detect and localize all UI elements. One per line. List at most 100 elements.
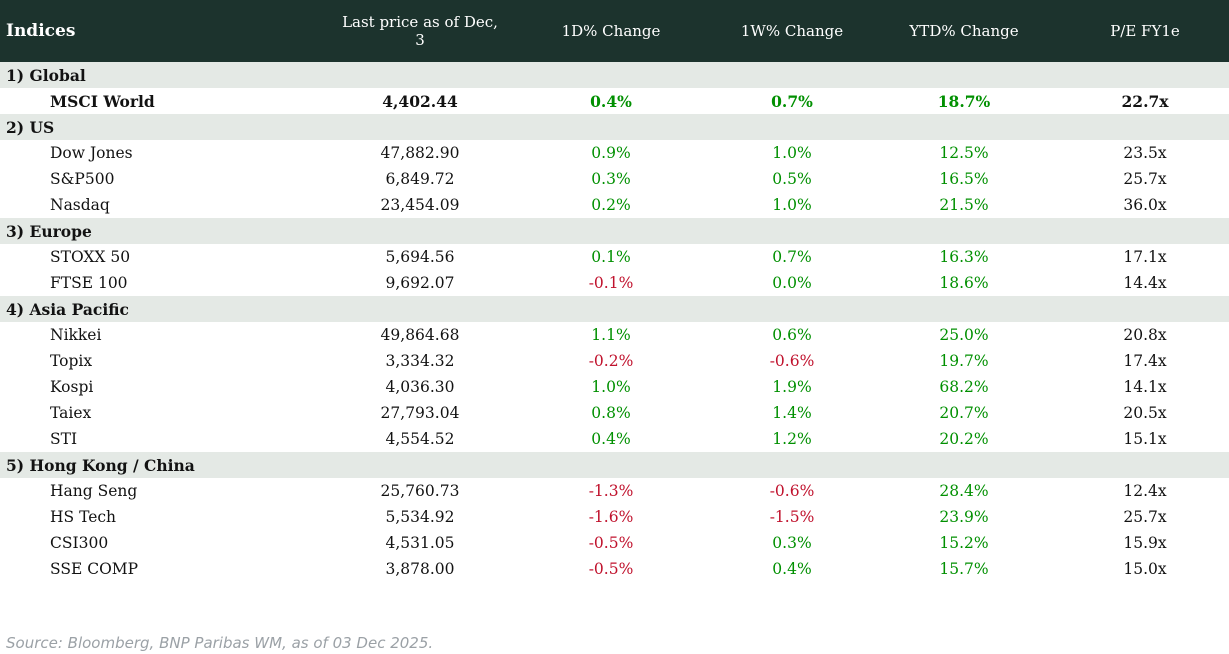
index-name: Topix <box>50 352 93 370</box>
table-row: Dow Jones 47,882.90 0.9% 1.0% 12.5% 23.5… <box>0 140 1229 166</box>
change-1d: 0.4% <box>591 430 631 448</box>
last-price: 3,878.00 <box>385 560 455 578</box>
pe-fy1e: 15.9x <box>1123 534 1167 552</box>
change-1d: 0.9% <box>591 144 631 162</box>
change-ytd: 23.9% <box>939 508 989 526</box>
change-1w: 1.0% <box>772 144 812 162</box>
table-row: S&P500 6,849.72 0.3% 0.5% 16.5% 25.7x <box>0 166 1229 192</box>
index-name: S&P500 <box>50 170 115 188</box>
change-ytd: 15.7% <box>939 560 989 578</box>
last-price: 4,554.52 <box>385 430 455 448</box>
index-name: HS Tech <box>50 508 117 526</box>
col-1w-change: 1W% Change <box>740 22 844 40</box>
change-ytd: 16.3% <box>939 248 989 266</box>
last-price: 9,692.07 <box>385 274 455 292</box>
change-1w: 1.4% <box>772 404 812 422</box>
change-ytd: 68.2% <box>939 378 989 396</box>
table-row: Taiex 27,793.04 0.8% 1.4% 20.7% 20.5x <box>0 400 1229 426</box>
index-name: Hang Seng <box>50 482 138 500</box>
change-1d: -1.3% <box>588 482 634 500</box>
change-1d: -0.1% <box>588 274 634 292</box>
change-ytd: 20.7% <box>939 404 989 422</box>
section-label: 2) US <box>0 114 1229 140</box>
index-name: STOXX 50 <box>50 248 131 266</box>
pe-fy1e: 14.1x <box>1123 378 1167 396</box>
change-ytd: 18.6% <box>939 274 989 292</box>
change-ytd: 15.2% <box>939 534 989 552</box>
pe-fy1e: 22.7x <box>1121 91 1169 111</box>
section-label: 3) Europe <box>0 218 1229 244</box>
index-name: MSCI World <box>50 91 155 111</box>
change-ytd: 18.7% <box>937 91 991 111</box>
pe-fy1e: 14.4x <box>1123 274 1167 292</box>
last-price: 23,454.09 <box>380 196 460 214</box>
table-row: STI 4,554.52 0.4% 1.2% 20.2% 15.1x <box>0 426 1229 452</box>
col-pe-fy1e: P/E FY1e <box>1110 22 1180 40</box>
change-1w: 0.3% <box>772 534 812 552</box>
index-name: Nasdaq <box>50 196 110 214</box>
change-1w: -0.6% <box>769 482 815 500</box>
index-name: SSE COMP <box>50 560 139 578</box>
col-last-price: Last price as of Dec, 3 <box>342 13 498 49</box>
pe-fy1e: 25.7x <box>1123 170 1167 188</box>
change-1w: 0.6% <box>772 326 812 344</box>
table-title: Indices <box>6 21 76 41</box>
change-1d: -1.6% <box>588 508 634 526</box>
pe-fy1e: 20.5x <box>1123 404 1167 422</box>
table-row: SSE COMP 3,878.00 -0.5% 0.4% 15.7% 15.0x <box>0 556 1229 582</box>
section-row-hk-china: 5) Hong Kong / China <box>0 452 1229 478</box>
last-price: 47,882.90 <box>380 144 460 162</box>
col-ytd-change: YTD% Change <box>909 22 1019 40</box>
pe-fy1e: 15.1x <box>1123 430 1167 448</box>
section-label: 1) Global <box>0 62 1229 88</box>
source-note: Source: Bloomberg, BNP Paribas WM, as of… <box>6 634 434 652</box>
last-price: 4,036.30 <box>385 378 455 396</box>
table-row: MSCI World 4,402.44 0.4% 0.7% 18.7% 22.7… <box>0 88 1229 114</box>
change-1d: -0.5% <box>588 534 634 552</box>
section-row-global: 1) Global <box>0 62 1229 88</box>
index-name: CSI300 <box>50 534 109 552</box>
indices-table: Indices Last price as of Dec, 3 1D% Chan… <box>0 0 1229 582</box>
pe-fy1e: 17.4x <box>1123 352 1167 370</box>
last-price: 3,334.32 <box>385 352 455 370</box>
change-1w: 0.4% <box>772 560 812 578</box>
change-1d: 0.4% <box>590 91 632 111</box>
change-ytd: 20.2% <box>939 430 989 448</box>
last-price: 6,849.72 <box>385 170 455 188</box>
change-ytd: 12.5% <box>939 144 989 162</box>
pe-fy1e: 36.0x <box>1123 196 1167 214</box>
change-ytd: 19.7% <box>939 352 989 370</box>
change-1w: 1.9% <box>772 378 812 396</box>
change-1w: -1.5% <box>769 508 815 526</box>
section-label: 4) Asia Pacific <box>0 296 1229 322</box>
table-row: Topix 3,334.32 -0.2% -0.6% 19.7% 17.4x <box>0 348 1229 374</box>
table-row: STOXX 50 5,694.56 0.1% 0.7% 16.3% 17.1x <box>0 244 1229 270</box>
index-name: STI <box>50 430 78 448</box>
change-1d: 0.2% <box>591 196 631 214</box>
table-row: FTSE 100 9,692.07 -0.1% 0.0% 18.6% 14.4x <box>0 270 1229 296</box>
last-price: 49,864.68 <box>380 326 460 344</box>
last-price: 4,531.05 <box>385 534 455 552</box>
change-1w: 0.7% <box>771 91 813 111</box>
change-1d: 0.8% <box>591 404 631 422</box>
pe-fy1e: 20.8x <box>1123 326 1167 344</box>
table-row: Hang Seng 25,760.73 -1.3% -0.6% 28.4% 12… <box>0 478 1229 504</box>
change-1w: 0.7% <box>772 248 812 266</box>
table-row: Kospi 4,036.30 1.0% 1.9% 68.2% 14.1x <box>0 374 1229 400</box>
change-ytd: 21.5% <box>939 196 989 214</box>
change-ytd: 25.0% <box>939 326 989 344</box>
pe-fy1e: 25.7x <box>1123 508 1167 526</box>
last-price: 5,694.56 <box>385 248 455 266</box>
change-ytd: 16.5% <box>939 170 989 188</box>
table-row: HS Tech 5,534.92 -1.6% -1.5% 23.9% 25.7x <box>0 504 1229 530</box>
change-1d: 0.3% <box>591 170 631 188</box>
change-1d: -0.2% <box>588 352 634 370</box>
table-row: Nikkei 49,864.68 1.1% 0.6% 25.0% 20.8x <box>0 322 1229 348</box>
pe-fy1e: 15.0x <box>1123 560 1167 578</box>
section-label: 5) Hong Kong / China <box>0 452 1229 478</box>
change-ytd: 28.4% <box>939 482 989 500</box>
col-1d-change: 1D% Change <box>561 22 661 40</box>
change-1w: 0.0% <box>772 274 812 292</box>
index-name: Taiex <box>50 404 92 422</box>
table-row: CSI300 4,531.05 -0.5% 0.3% 15.2% 15.9x <box>0 530 1229 556</box>
